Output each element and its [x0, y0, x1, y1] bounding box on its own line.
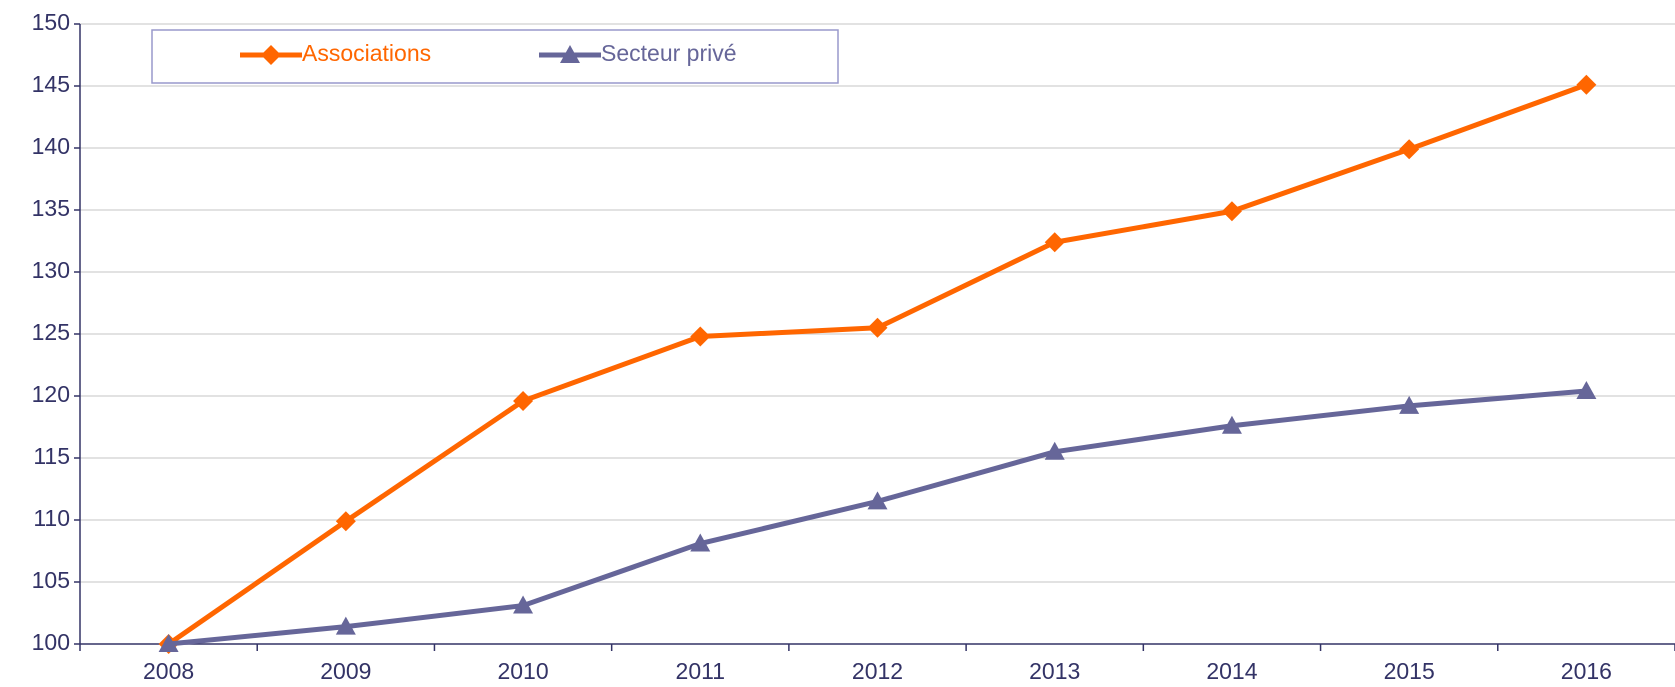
y-tick-label: 130	[32, 257, 70, 283]
y-tick-label: 140	[32, 133, 70, 159]
marker	[335, 616, 356, 635]
y-tick-label: 150	[32, 9, 70, 35]
marker	[560, 45, 580, 63]
series-line	[167, 82, 1588, 647]
y-tick-label: 125	[32, 319, 70, 345]
y-tick-label: 100	[32, 629, 70, 655]
x-tick-label: 2008	[143, 658, 194, 684]
marker	[261, 45, 281, 65]
x-tick-label: 2013	[1029, 658, 1080, 684]
y-tick-label: 105	[32, 567, 70, 593]
marker	[690, 326, 711, 347]
x-tick-label: 2011	[676, 658, 725, 684]
x-tick-label: 2009	[320, 658, 371, 684]
y-tick-label: 135	[32, 195, 70, 221]
marker	[1576, 381, 1597, 400]
y-tick-label: 145	[32, 71, 70, 97]
x-tick-label: 2012	[852, 658, 903, 684]
marker	[690, 533, 711, 552]
marker	[513, 595, 534, 614]
marker	[867, 491, 888, 510]
marker	[1399, 395, 1420, 414]
x-tick-label: 2016	[1561, 658, 1612, 684]
y-tick-label: 120	[32, 381, 70, 407]
x-tick-label: 2015	[1384, 658, 1435, 684]
x-tick-label: 2014	[1206, 658, 1257, 684]
marker	[1044, 441, 1065, 460]
y-tick-label: 115	[33, 443, 70, 469]
marker	[1399, 139, 1420, 160]
marker	[867, 317, 888, 338]
marker	[1576, 74, 1597, 95]
legend-label: Secteur privé	[601, 40, 737, 66]
marker	[1221, 201, 1242, 222]
legend: Associations Secteur privé	[151, 29, 839, 84]
marker	[158, 634, 179, 652]
x-tick-label: 2010	[497, 658, 548, 684]
y-tick-label: 110	[33, 505, 70, 531]
legend-label: Associations	[302, 40, 431, 66]
marker	[335, 511, 356, 532]
marker	[513, 390, 534, 411]
series-line	[168, 388, 1587, 647]
marker	[1221, 415, 1242, 434]
marker	[1044, 232, 1065, 253]
